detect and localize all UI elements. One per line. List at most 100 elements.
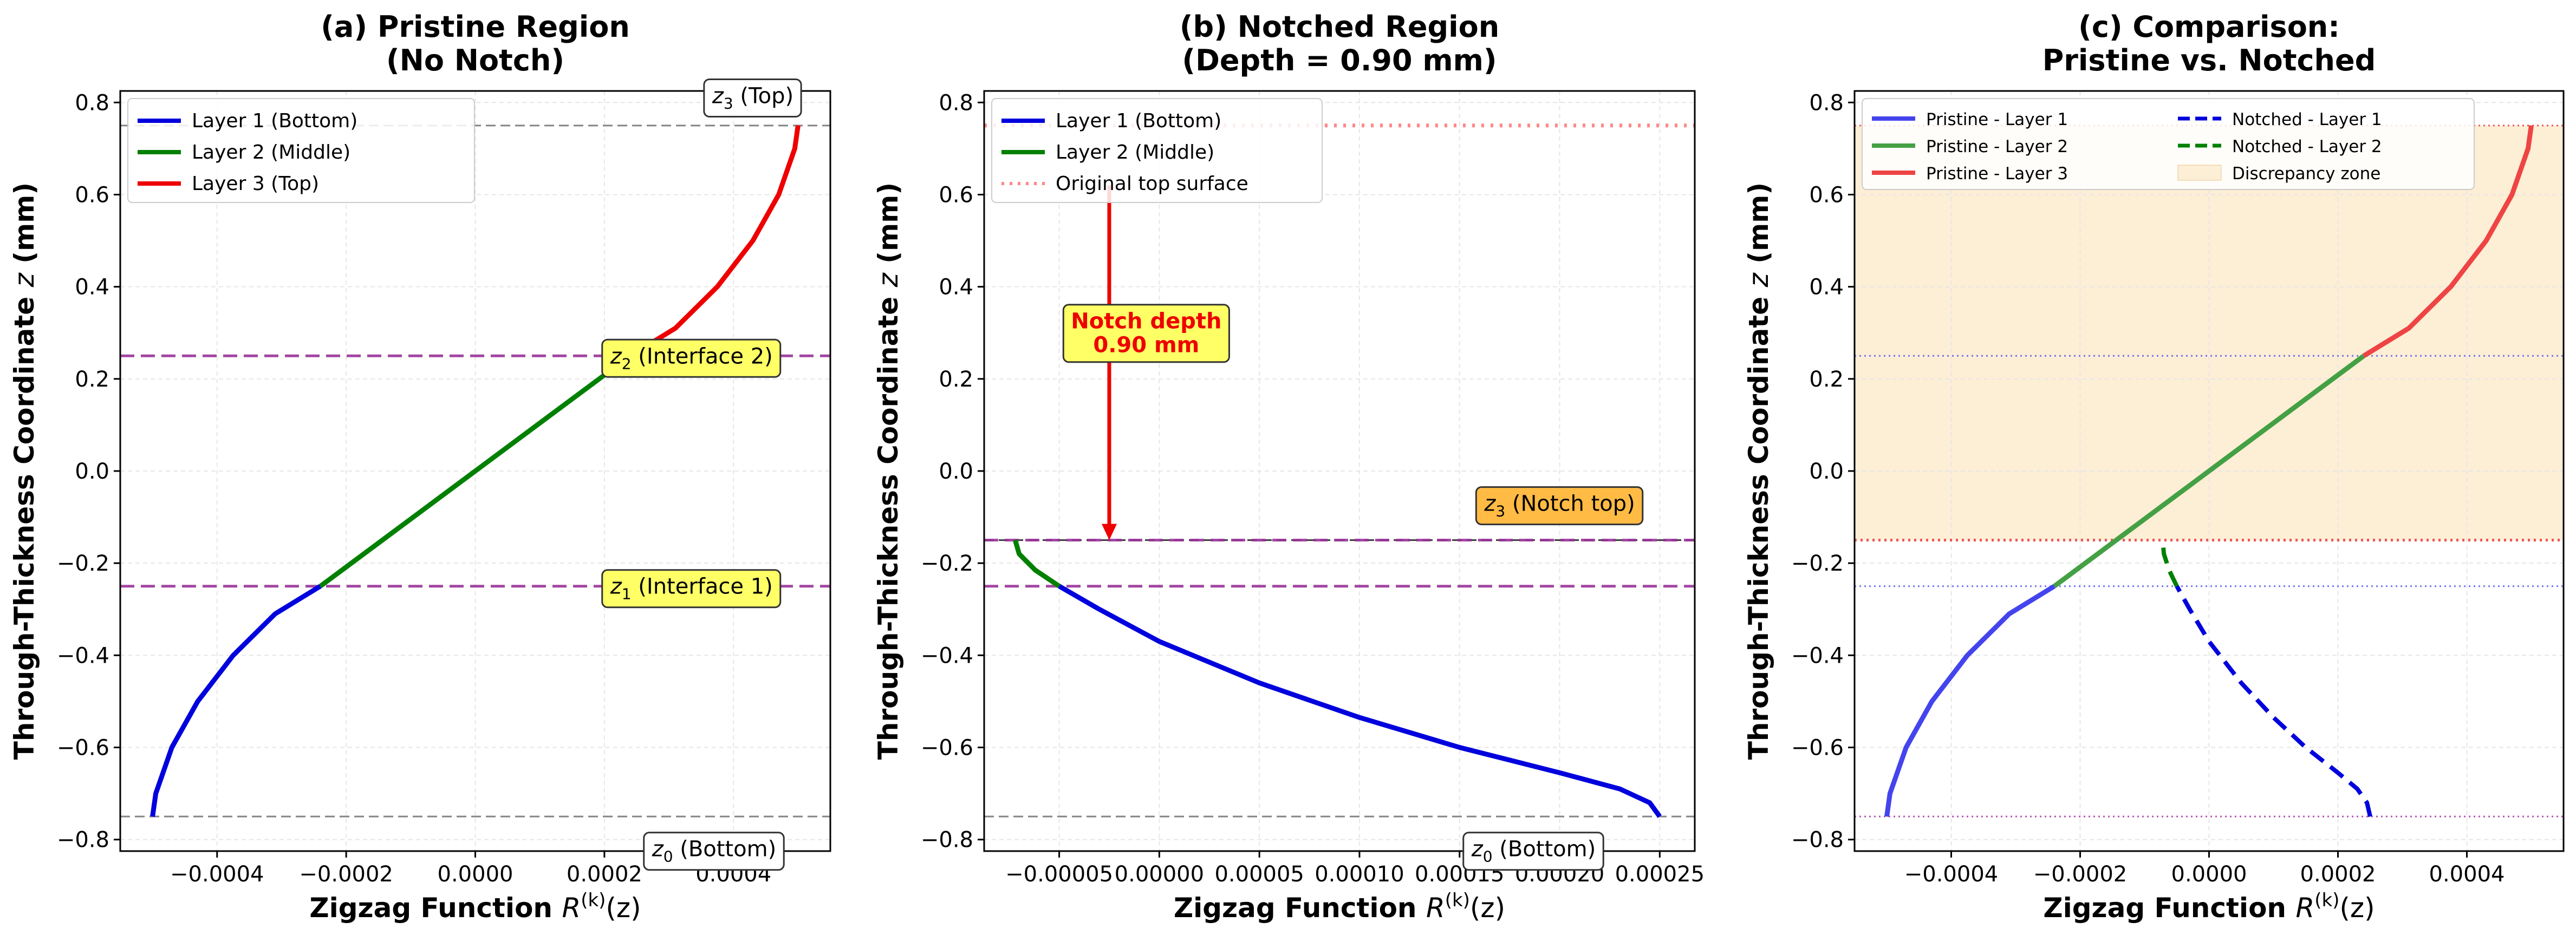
y-tick-label: −0.8 [57,828,109,853]
series-line [1058,584,1662,818]
annotation-subscript: 0 [663,848,673,866]
annotation-frame [1062,304,1230,363]
x-tick-label: 0.00025 [1615,862,1705,887]
y-axis-label: Through-Thickness Coordinate z (mm) [1743,182,1774,760]
annotation-subscript: 3 [1495,502,1505,520]
y-tick-label: −0.8 [1791,828,1844,853]
annotation-frame [1475,486,1644,526]
y-tick-label: 0.4 [75,275,109,300]
y-axis-label-suffix: (mm) [9,182,40,273]
chart-title-line1: (b) Notched Region [1180,10,1499,44]
x-tick-label: 0.0002 [567,862,642,887]
x-tick-label: −0.0002 [2033,862,2127,887]
legend-frame [1862,98,2475,190]
x-axis-label-prefix: Zigzag Function [2043,892,2295,924]
y-axis-label-math: z [1743,272,1774,287]
y-tick-label: 0.2 [75,367,109,392]
annotation-frame [601,569,782,609]
annotation-frame [703,79,802,118]
notch-arrow-head [1101,524,1117,540]
annotation-label: z3 (Notch top) [1484,492,1635,520]
y-tick-label: −0.2 [921,551,973,576]
x-axis-label-prefix: Zigzag Function [309,892,562,924]
annotation-text: (Notch top) [1505,492,1635,517]
annotation-frame [601,338,782,378]
annotation-box: z1 (Interface 1) [601,569,782,609]
x-tick-label: 0.0000 [438,862,513,887]
series-line [2362,125,2534,358]
x-tick-label: −0.0004 [1904,862,1998,887]
legend-swatch-patch [2177,165,2222,181]
y-tick-label: 0.2 [939,367,973,392]
y-axis-label-prefix: Through-Thickness Coordinate [873,287,904,760]
series-line [1012,539,1061,589]
series-line [150,584,322,817]
series-line [318,354,632,589]
series-line [2053,354,2365,589]
annotation-box: z2 (Interface 2) [601,338,782,378]
x-tick-label: −0.0002 [299,862,393,887]
legend-frame [991,98,1323,203]
series-line [2175,585,2372,818]
y-axis-label: Through-Thickness Coordinate z (mm) [9,182,40,760]
y-tick-label: 0.4 [939,275,973,300]
annotation-label: Notch depth 0.90 mm [1071,309,1221,358]
annotation-box: z3 (Top) [703,79,802,118]
chart-title-line2: (Depth = 0.90 mm) [1182,43,1497,77]
annotation-text: (Interface 1) [632,574,773,599]
annotation-box: z0 (Bottom) [643,832,785,871]
y-tick-label: 0.6 [75,182,109,207]
legend-label: Pristine - Layer 1 [1926,110,2068,129]
annotation-label: z3 (Top) [712,84,793,113]
series-line [629,125,801,358]
annotation-math: z [1471,837,1484,862]
legend: Layer 1 (Bottom) Layer 2 (Middle) Original… [991,98,1323,203]
legend-label: Discrepancy zone [2232,164,2380,184]
y-tick-label: 0.0 [1809,459,1844,484]
annotation-box: Notch depth 0.90 mm [1062,304,1230,363]
series-group [150,125,801,817]
annotation-text-line2: 0.90 mm [1093,333,1199,358]
x-axis-label: Zigzag Function R(k)(z) [309,890,641,924]
x-tick-label: 0.00010 [1315,862,1404,887]
annotation-box: z3 (Notch top) [1475,486,1644,526]
y-axis-label: Through-Thickness Coordinate z (mm) [873,182,904,760]
legend-label: Layer 2 (Middle) [192,141,350,164]
annotation-subscript: 1 [622,585,632,603]
x-tick-label: 0.0004 [2429,862,2505,887]
x-axis-label-sup: (k) [2314,890,2339,911]
x-tick-label: −0.0004 [170,862,264,887]
annotation-text: Notch depth [1071,309,1221,334]
y-tick-label: −0.6 [57,736,109,761]
series-line [1884,584,2056,817]
x-axis-label-math: R [1426,892,1445,924]
x-axis-label-suffix: (z) [1470,892,1505,924]
legend-frame [127,98,475,203]
y-tick-label: 0.6 [939,182,973,207]
y-tick-label: −0.4 [921,643,973,668]
legend-label: Notched - Layer 1 [2232,110,2382,129]
y-tick-label: −0.2 [1791,551,1844,576]
annotation-text: (Interface 2) [632,344,773,369]
y-tick-label: 0.8 [75,90,109,115]
x-tick-label: 0.0002 [2300,862,2376,887]
y-tick-label: −0.4 [1791,643,1844,668]
y-tick-label: 0.2 [1809,367,1844,392]
annotation-subscript: 0 [1483,848,1493,866]
x-tick-label: 0.00005 [1214,862,1304,887]
annotation-label: z2 (Interface 2) [610,344,773,372]
annotation-math: z [610,574,622,599]
y-axis-label-math: z [9,272,40,287]
legend-label: Pristine - Layer 3 [1926,164,2068,184]
legend-label: Layer 1 (Bottom) [192,110,357,132]
annotation-text: (Top) [733,84,793,109]
annotation-label: z0 (Bottom) [652,837,776,866]
annotation-math: z [610,344,622,369]
x-axis-label-math: R [2295,892,2314,924]
annotation-text: (Bottom) [673,837,777,862]
chart-title-line1: (c) Comparison: [2078,10,2340,44]
legend: Layer 1 (Bottom) Layer 2 (Middle) Layer 3 … [127,98,475,203]
x-tick-label: 0.00000 [1115,862,1204,887]
y-axis-label-math: z [873,272,904,287]
